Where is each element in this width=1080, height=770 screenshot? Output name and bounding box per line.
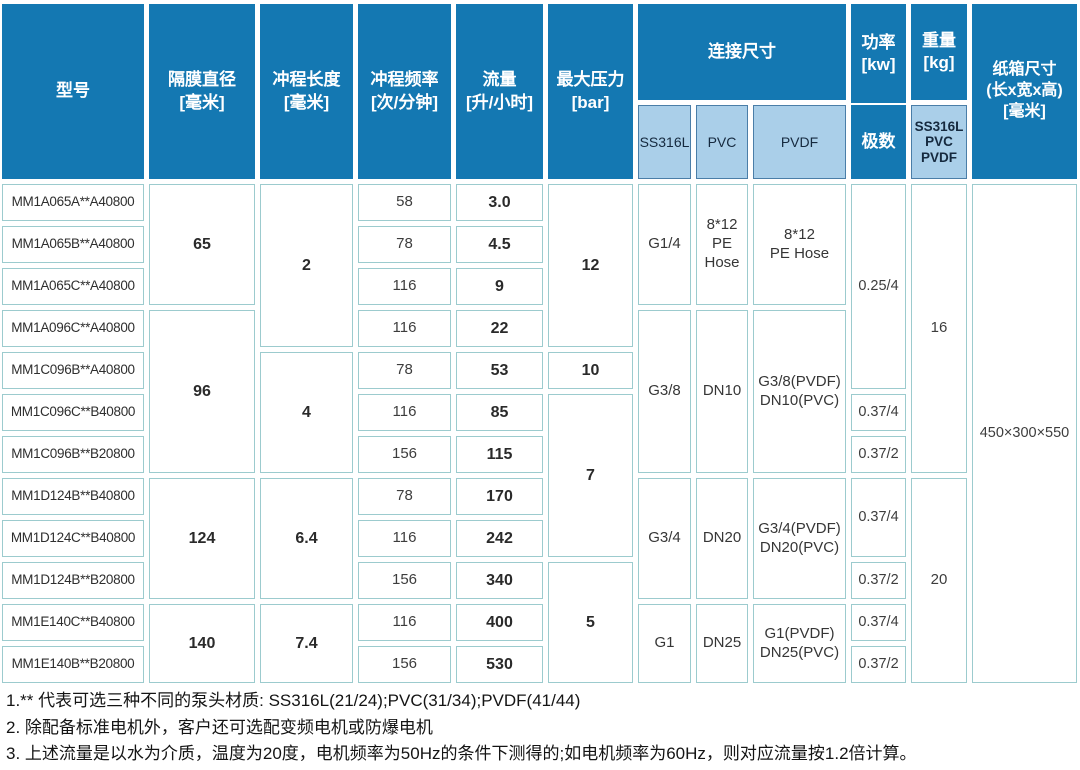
- table-cell-stroke: 6.4: [260, 478, 353, 599]
- table-cell-frequency: 116: [358, 604, 451, 641]
- table-cell-frequency: 116: [358, 394, 451, 431]
- header-stroke: 冲程长度 [毫米]: [260, 4, 353, 179]
- table-cell-frequency: 116: [358, 268, 451, 305]
- table-cell-frequency: 78: [358, 478, 451, 515]
- table-cell-conn-ss316l: G3/8: [638, 310, 691, 473]
- subheader-weight-materials: SS316L PVC PVDF: [911, 105, 967, 179]
- table-cell-flow: 3.0: [456, 184, 543, 221]
- table-cell-model: MM1D124B**B40800: [2, 478, 144, 515]
- table-cell-flow: 4.5: [456, 226, 543, 263]
- pump-spec-table: 型号 隔膜直径 [毫米] 冲程长度 [毫米] 冲程频率 [次/分钟] 流量 [升…: [2, 4, 1077, 683]
- header-carton: 纸箱尺寸 (长x宽x高) [毫米]: [972, 4, 1077, 179]
- table-cell-power: 0.37/4: [851, 478, 906, 557]
- subheader-ss316l: SS316L: [638, 105, 691, 179]
- table-cell-conn-pvc: 8*12 PE Hose: [696, 184, 748, 305]
- header-diaphragm: 隔膜直径 [毫米]: [149, 4, 255, 179]
- header-weight: 重量 [kg]: [911, 4, 967, 100]
- table-cell-model: MM1A065B**A40800: [2, 226, 144, 263]
- table-cell-model: MM1C096B**B20800: [2, 436, 144, 473]
- header-power: 功率 [kw] 极数: [851, 4, 906, 179]
- table-cell-model: MM1C096C**B40800: [2, 394, 144, 431]
- table-cell-model: MM1A096C**A40800: [2, 310, 144, 347]
- header-power-kw: 功率 [kw]: [851, 4, 906, 106]
- table-cell-conn-pvdf: G3/4(PVDF) DN20(PVC): [753, 478, 846, 599]
- table-cell-stroke: 4: [260, 352, 353, 473]
- table-cell-power: 0.37/4: [851, 604, 906, 641]
- table-cell-stroke: 2: [260, 184, 353, 347]
- header-pressure: 最大压力 [bar]: [548, 4, 633, 179]
- table-cell-flow: 400: [456, 604, 543, 641]
- table-cell-frequency: 156: [358, 562, 451, 599]
- table-cell-frequency: 78: [358, 226, 451, 263]
- table-cell-diaphragm: 96: [149, 310, 255, 473]
- table-cell-flow: 170: [456, 478, 543, 515]
- table-cell-diaphragm: 65: [149, 184, 255, 305]
- table-cell-conn-pvc: DN10: [696, 310, 748, 473]
- table-cell-flow: 115: [456, 436, 543, 473]
- header-flow: 流量 [升/小时]: [456, 4, 543, 179]
- table-cell-conn-ss316l: G1: [638, 604, 691, 683]
- table-cell-diaphragm: 124: [149, 478, 255, 599]
- table-cell-weight: 20: [911, 478, 967, 683]
- table-cell-model: MM1E140C**B40800: [2, 604, 144, 641]
- table-cell-model: MM1E140B**B20800: [2, 646, 144, 683]
- table-cell-flow: 22: [456, 310, 543, 347]
- table-cell-weight: 16: [911, 184, 967, 473]
- table-cell-frequency: 156: [358, 436, 451, 473]
- table-cell-power: 0.37/2: [851, 646, 906, 683]
- table-cell-power: 0.37/2: [851, 436, 906, 473]
- table-cell-flow: 340: [456, 562, 543, 599]
- table-cell-pressure: 10: [548, 352, 633, 389]
- subheader-pvc: PVC: [696, 105, 748, 179]
- table-cell-model: MM1C096B**A40800: [2, 352, 144, 389]
- table-cell-model: MM1D124C**B40800: [2, 520, 144, 557]
- table-cell-pressure: 12: [548, 184, 633, 347]
- table-cell-conn-ss316l: G1/4: [638, 184, 691, 305]
- header-frequency: 冲程频率 [次/分钟]: [358, 4, 451, 179]
- header-power-poles: 极数: [861, 132, 896, 152]
- table-cell-conn-pvdf: 8*12 PE Hose: [753, 184, 846, 305]
- table-cell-carton: 450×300×550: [972, 184, 1077, 683]
- note-2: 2. 除配备标准电机外，客户还可选配变频电机或防爆电机: [6, 717, 433, 737]
- table-cell-frequency: 58: [358, 184, 451, 221]
- table-cell-frequency: 116: [358, 310, 451, 347]
- table-cell-flow: 85: [456, 394, 543, 431]
- table-cell-conn-pvdf: G1(PVDF) DN25(PVC): [753, 604, 846, 683]
- table-cell-frequency: 78: [358, 352, 451, 389]
- table-cell-frequency: 116: [358, 520, 451, 557]
- table-cell-diaphragm: 140: [149, 604, 255, 683]
- table-cell-pressure: 5: [548, 562, 633, 683]
- table-cell-pressure: 7: [548, 394, 633, 557]
- table-cell-flow: 530: [456, 646, 543, 683]
- table-cell-frequency: 156: [358, 646, 451, 683]
- table-cell-flow: 9: [456, 268, 543, 305]
- note-3: 3. 上述流量是以水为介质，温度为20度，电机频率为50Hz的条件下测得的;如电…: [6, 744, 917, 763]
- subheader-pvdf: PVDF: [753, 105, 846, 179]
- table-cell-flow: 242: [456, 520, 543, 557]
- header-model: 型号: [2, 4, 144, 179]
- table-cell-power: 0.37/2: [851, 562, 906, 599]
- table-cell-conn-pvdf: G3/8(PVDF) DN10(PVC): [753, 310, 846, 473]
- table-cell-conn-pvc: DN25: [696, 604, 748, 683]
- table-cell-power: 0.37/4: [851, 394, 906, 431]
- note-1: 1.** 代表可选三种不同的泵头材质: SS316L(21/24);PVC(31…: [6, 691, 581, 710]
- table-cell-stroke: 7.4: [260, 604, 353, 683]
- table-cell-model: MM1D124B**B20800: [2, 562, 144, 599]
- table-cell-power: 0.25/4: [851, 184, 906, 389]
- footnotes: 1.** 代表可选三种不同的泵头材质: SS316L(21/24);PVC(31…: [6, 688, 1076, 768]
- table-cell-conn-pvc: DN20: [696, 478, 748, 599]
- table-cell-flow: 53: [456, 352, 543, 389]
- table-cell-conn-ss316l: G3/4: [638, 478, 691, 599]
- table-cell-model: MM1A065A**A40800: [2, 184, 144, 221]
- header-connection-group: 连接尺寸: [638, 4, 846, 100]
- table-cell-model: MM1A065C**A40800: [2, 268, 144, 305]
